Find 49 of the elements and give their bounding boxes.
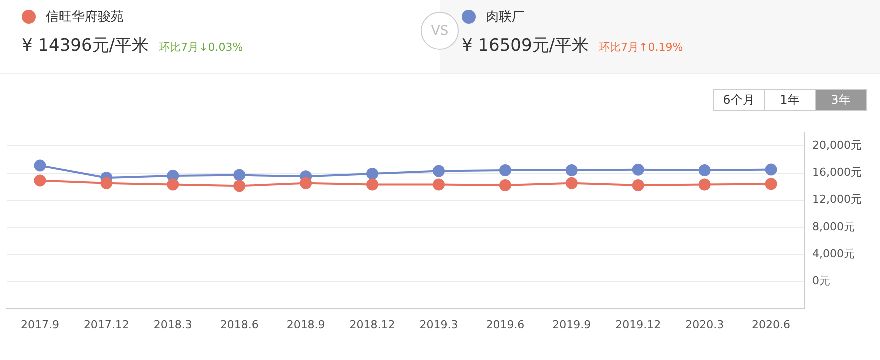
y-tick-label: 4,000元 bbox=[812, 247, 856, 260]
x-tick-label: 2019.9 bbox=[552, 318, 592, 332]
point bbox=[632, 164, 644, 176]
x-tick-label: 2019.3 bbox=[420, 318, 458, 332]
point bbox=[167, 178, 180, 191]
x-tick-label: 2018.6 bbox=[220, 318, 259, 332]
point bbox=[499, 164, 512, 177]
point bbox=[366, 168, 379, 180]
point bbox=[499, 179, 512, 192]
point bbox=[366, 178, 379, 191]
text: 3年 bbox=[815, 90, 866, 110]
point bbox=[698, 178, 711, 191]
text: 1年 bbox=[764, 90, 815, 110]
y-tick-label: 16,000元 bbox=[812, 166, 862, 180]
point bbox=[300, 177, 312, 190]
x-tick-label: 2017.12 bbox=[84, 318, 130, 332]
y-tick-label: 8,000元 bbox=[812, 220, 856, 234]
x-tick-label: 2017.9 bbox=[20, 318, 60, 332]
x-tick-label: 2018.9 bbox=[286, 318, 326, 332]
text: 6个月 bbox=[714, 90, 764, 110]
point bbox=[566, 177, 578, 190]
point bbox=[432, 165, 445, 178]
legend-label: 肉联厂 bbox=[486, 9, 525, 26]
point bbox=[632, 179, 644, 192]
y-tick-label: 20,000元 bbox=[812, 139, 862, 152]
point bbox=[432, 178, 445, 191]
y-tick-label: 12,000元 bbox=[812, 193, 862, 206]
x-tick-label: 2020.3 bbox=[686, 318, 724, 332]
point bbox=[698, 164, 711, 177]
x-tick-label: 2020.6 bbox=[752, 318, 791, 332]
point bbox=[234, 180, 246, 192]
point bbox=[234, 169, 246, 182]
legend-label: 信旺华府骏苑 bbox=[46, 9, 124, 26]
text: 环比7月↓0.03% bbox=[159, 40, 244, 55]
x-tick-label: 2019.12 bbox=[616, 318, 662, 332]
y-tick-label: 0元 bbox=[812, 274, 831, 288]
point bbox=[765, 164, 778, 176]
point bbox=[34, 160, 46, 172]
point bbox=[100, 177, 113, 190]
point bbox=[566, 164, 578, 177]
point bbox=[34, 174, 46, 187]
text: ¥ 16509元/平米 bbox=[462, 35, 590, 57]
x-tick-label: 2018.12 bbox=[350, 318, 396, 332]
text: ¥ 14396元/平米 bbox=[22, 35, 150, 57]
x-tick-label: 2019.6 bbox=[486, 318, 525, 332]
text: VS bbox=[421, 12, 459, 50]
x-tick-label: 2018.3 bbox=[154, 318, 192, 332]
point bbox=[765, 178, 778, 190]
text: 环比7月↑0.19% bbox=[599, 40, 684, 55]
